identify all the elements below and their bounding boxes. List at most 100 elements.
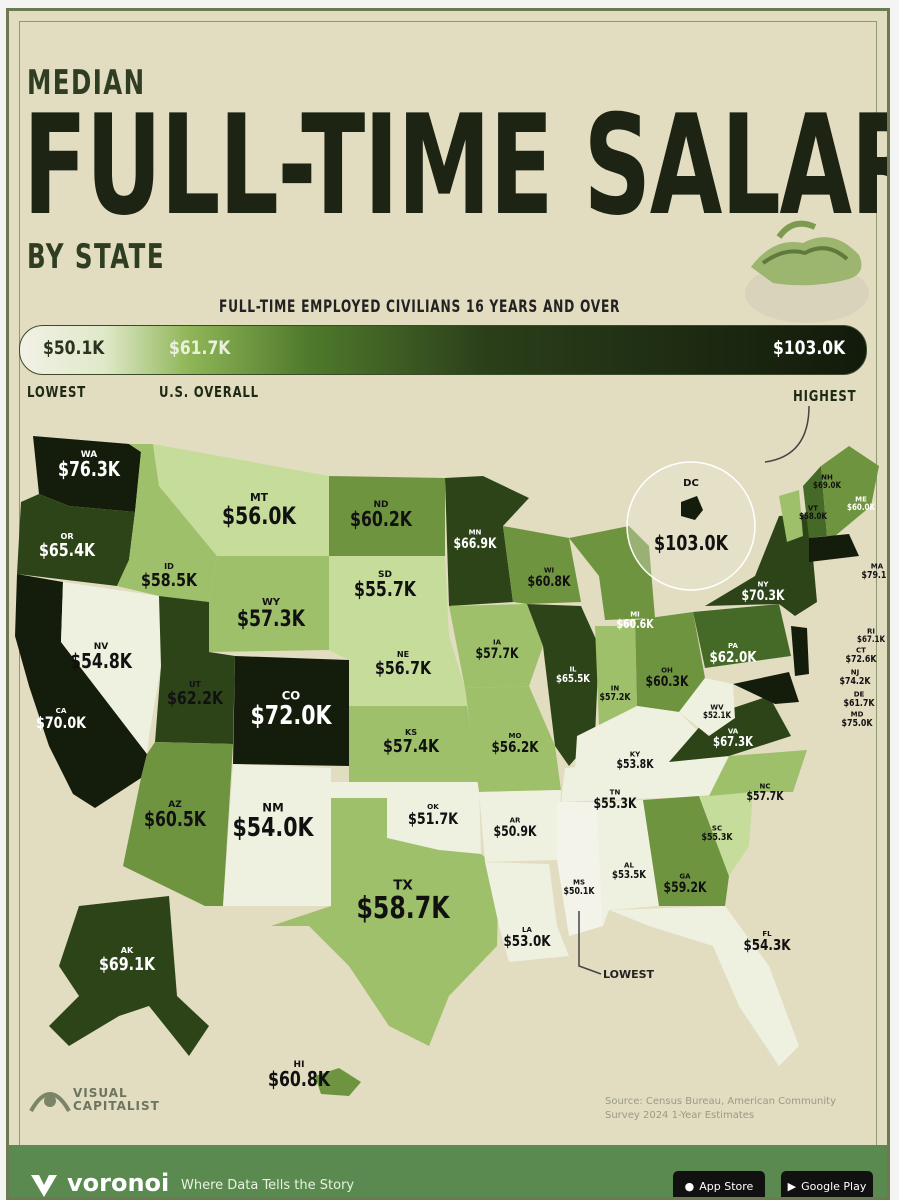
state-value-label: $60.6K: [617, 617, 655, 631]
google-play-button[interactable]: ▶ Google Play: [781, 1171, 873, 1197]
state-value-label: $56.0K: [222, 502, 297, 530]
app-store-button[interactable]: ● App Store: [673, 1171, 765, 1197]
state-code-label: MT: [250, 491, 269, 504]
state-code-label: FL: [762, 930, 772, 938]
state-AZ: [123, 742, 233, 906]
state-value-label: $54.0K: [233, 813, 315, 843]
state-code-label: CO: [282, 688, 301, 702]
scale-low-value: $50.1K: [43, 337, 105, 359]
state-value-label: $62.2K: [167, 688, 224, 709]
state-MA: [809, 534, 859, 562]
state-NV: [61, 582, 161, 754]
state-code-label: VT: [808, 504, 818, 512]
state-MN: [445, 476, 529, 606]
state-HI: [315, 1068, 361, 1096]
state-value-label: $57.2K: [600, 692, 632, 703]
state-value-label: $53.5K: [612, 868, 646, 881]
state-FL: [609, 906, 799, 1066]
scale-high-value: $103.0K: [773, 337, 846, 359]
state-code-label: CT: [856, 647, 866, 655]
state-TX: [271, 798, 499, 1046]
state-value-label: $76.3K: [58, 457, 121, 481]
state-code-label: TN: [610, 789, 621, 797]
state-code-label: IN: [611, 685, 620, 693]
state-code-label: NH: [821, 473, 833, 481]
dc-shape-icon: [681, 496, 703, 520]
state-value-label: $60.8K: [268, 1067, 331, 1091]
state-value-label: $62.0K: [710, 648, 758, 666]
state-code-label: WY: [262, 597, 281, 608]
state-VT: [779, 490, 803, 542]
state-AR: [479, 790, 561, 862]
lowest-arrow: [578, 911, 602, 975]
state-PA: [693, 604, 791, 668]
state-AL: [597, 800, 659, 926]
state-code-label: OK: [427, 802, 439, 811]
state-value-label: $55.3K: [702, 832, 734, 843]
state-MD: [733, 672, 799, 704]
state-UT: [155, 596, 235, 744]
state-KY: [575, 706, 699, 768]
us-salary-map: WA$76.3K OR$65.4K CA$70.0K NV$54.8K ID$58.5K…: [15, 406, 887, 1096]
state-OK: [331, 782, 481, 854]
state-code-label: AZ: [168, 800, 182, 810]
state-code-label: TX: [393, 878, 413, 894]
highest-arrow: [764, 406, 810, 463]
state-value-label: $58.7K: [357, 891, 451, 926]
state-IN: [595, 626, 637, 726]
state-code-label: SD: [378, 570, 392, 580]
state-ID: [117, 444, 217, 602]
state-value-label: $50.1K: [564, 886, 596, 897]
state-code-label: KY: [630, 751, 641, 759]
state-value-label: $52.1K: [703, 711, 732, 721]
state-code-label: LA: [522, 926, 532, 934]
infographic-poster: MEDIAN FULL-TIME SALARY BY STATE FULL-TI…: [6, 8, 890, 1200]
state-code-label: ND: [373, 500, 388, 510]
state-value-label: $57.7K: [476, 646, 520, 662]
scale-caption: FULL-TIME EMPLOYED CIVILIANS 16 YEARS AN…: [219, 297, 621, 317]
state-value-label: $67.1K: [857, 635, 886, 645]
state-value-label: $60.0K: [847, 503, 876, 513]
lowest-callout-label: LOWEST: [603, 968, 655, 981]
state-OH: [635, 612, 705, 712]
state-code-label: RI: [867, 627, 875, 635]
state-code-label: WI: [544, 567, 554, 575]
state-code-label: GA: [679, 873, 691, 881]
state-SC: [699, 792, 753, 876]
state-IA: [449, 604, 543, 688]
state-VA: [669, 696, 791, 762]
state-value-label: $60.5K: [144, 807, 207, 831]
state-code-label: MS: [573, 879, 585, 887]
state-value-label: $56.2K: [492, 738, 540, 756]
state-code-label: UT: [189, 679, 202, 689]
state-NE: [329, 636, 467, 706]
state-value-label: $69.1K: [99, 954, 156, 975]
play-icon: ▶: [787, 1179, 797, 1193]
footer-tagline: Where Data Tells the Story: [181, 1178, 355, 1193]
state-value-label: $53.8K: [617, 757, 655, 771]
voronoi-logo-icon: [31, 1175, 57, 1197]
state-value-label: $58.0K: [799, 512, 828, 522]
state-code-label: NC: [760, 783, 771, 791]
state-KS: [349, 706, 479, 782]
state-code-label: VA: [728, 728, 739, 736]
state-TN: [561, 756, 729, 802]
state-code-label: OH: [661, 667, 673, 675]
state-code-label: AL: [624, 862, 634, 870]
state-code-label: WV: [710, 703, 724, 711]
state-WI: [503, 526, 581, 604]
state-code-label: NM: [262, 800, 283, 814]
state-LA: [485, 862, 569, 962]
state-value-label: $57.7K: [747, 789, 785, 803]
state-NH: [803, 466, 827, 538]
state-value-label: $60.3K: [646, 674, 690, 690]
state-value-label: $53.0K: [504, 932, 552, 950]
state-code-label: PA: [728, 642, 738, 650]
state-value-label: $67.3K: [713, 735, 754, 750]
scale-high-label: HIGHEST: [793, 387, 857, 405]
source-note: Source: Census Bureau, American Communit…: [605, 1096, 837, 1121]
state-IL: [527, 604, 599, 766]
state-value-label: $59.2K: [664, 880, 708, 896]
state-code-label: MN: [469, 529, 482, 537]
state-value-label: $54.8K: [70, 649, 133, 673]
